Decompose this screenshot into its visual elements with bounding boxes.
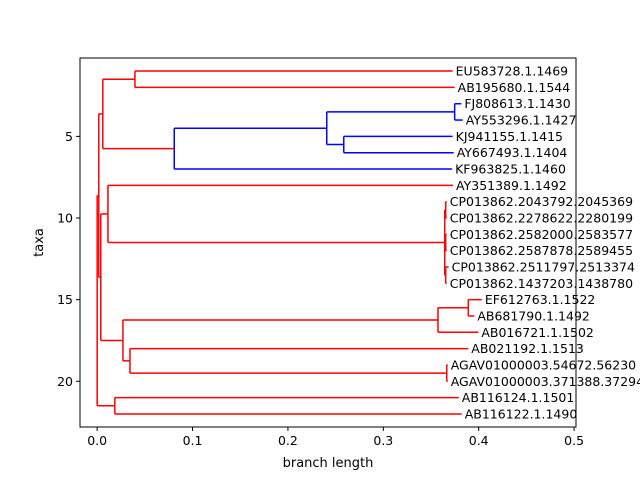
plot-frame xyxy=(79,57,577,428)
x-axis-label: branch length xyxy=(283,456,374,471)
leaf-label: AY351389.1.1492 xyxy=(456,178,567,193)
leaf-label: CP013862.1437203.1438780 xyxy=(450,276,633,291)
leaf-label: AB681790.1.1492 xyxy=(477,308,590,323)
leaf-label: AB195680.1.1544 xyxy=(458,80,571,95)
x-tick-label: 0.5 xyxy=(564,433,584,448)
x-tick-label: 0.4 xyxy=(469,433,489,448)
leaf-label: FJ808613.1.1430 xyxy=(464,96,570,111)
leaf-label: CP013862.2582000.2583577 xyxy=(450,227,633,242)
y-tick-label: 10 xyxy=(57,211,73,226)
y-tick-label: 15 xyxy=(57,292,73,307)
leaf-label: AY553296.1.1427 xyxy=(466,113,577,128)
y-axis-label: taxa xyxy=(32,228,47,257)
leaf-label: AY667493.1.1404 xyxy=(457,145,568,160)
leaf-label: CP013862.2043792.2045369 xyxy=(450,194,633,209)
y-tick-label: 5 xyxy=(65,129,73,144)
branches-layer xyxy=(96,70,482,415)
leaf-label: AB021192.1.1513 xyxy=(471,341,584,356)
leaf-label: KJ941155.1.1415 xyxy=(456,129,563,144)
leaf-label: CP013862.2511797.2513374 xyxy=(452,259,635,274)
leaf-label: KF963825.1.1460 xyxy=(455,162,566,177)
leaf-label: AB116124.1.1501 xyxy=(462,390,575,405)
x-tick-label: 0.2 xyxy=(278,433,298,448)
x-tick-label: 0.3 xyxy=(373,433,393,448)
leaf-label: AGAV01000003.371388.372946 xyxy=(451,374,640,389)
leaf-label: CP013862.2278622.2280199 xyxy=(450,211,633,226)
leaf-labels-layer: EU583728.1.1469AB195680.1.1544FJ808613.1… xyxy=(450,64,640,422)
leaf-label: AB116122.1.1490 xyxy=(465,406,578,421)
x-tick-label: 0.1 xyxy=(183,433,203,448)
leaf-label: AGAV01000003.54672.56230 xyxy=(451,357,636,372)
leaf-label: EF612763.1.1522 xyxy=(485,292,596,307)
y-axis-ticks: 5 10 15 20 xyxy=(57,129,80,389)
y-tick-label: 20 xyxy=(57,374,73,389)
leaf-label: AB016721.1.1502 xyxy=(481,325,594,340)
leaf-label: CP013862.2587878.2589455 xyxy=(450,243,633,258)
x-axis-ticks: 0.0 0.1 0.2 0.3 0.4 0.5 xyxy=(87,427,584,448)
x-tick-label: 0.0 xyxy=(87,433,107,448)
leaf-label: EU583728.1.1469 xyxy=(456,64,569,79)
